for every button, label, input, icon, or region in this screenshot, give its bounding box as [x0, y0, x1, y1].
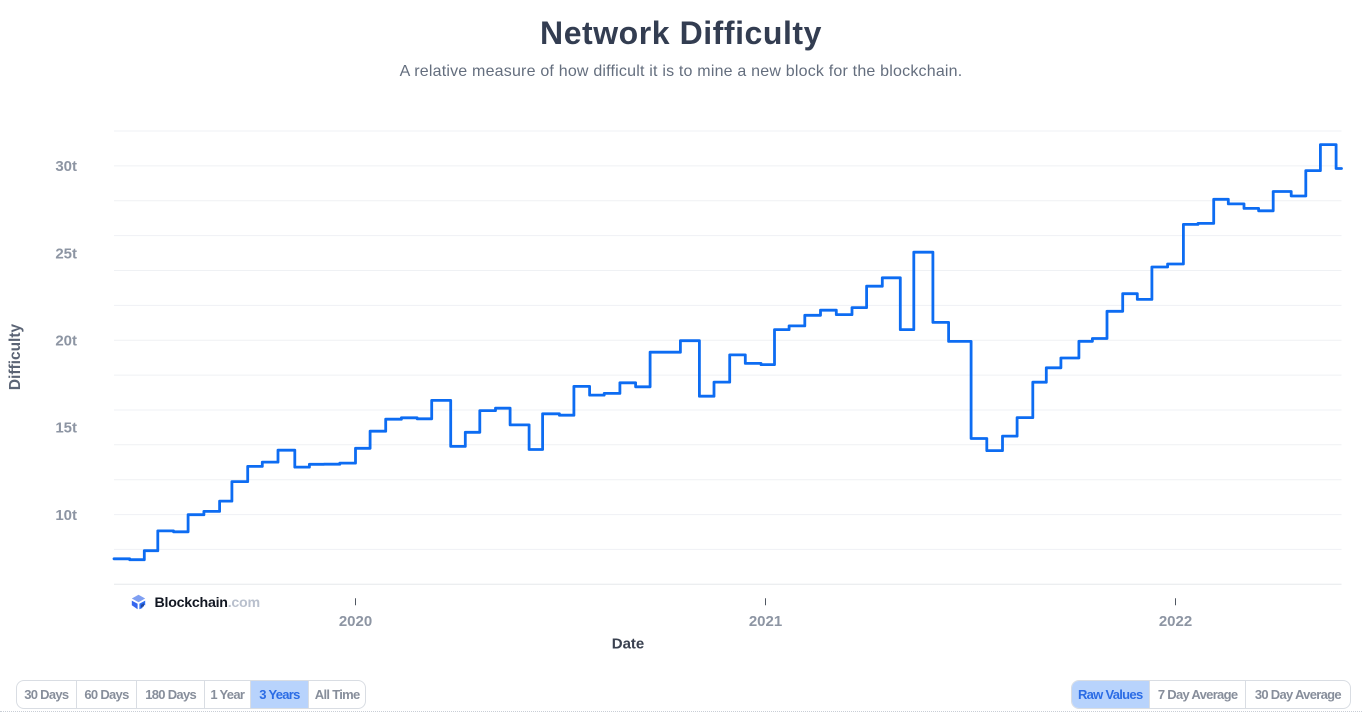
svg-text:Difficulty: Difficulty	[7, 323, 24, 390]
svg-text:2021: 2021	[749, 613, 782, 630]
svg-text:Blockchain.com: Blockchain.com	[155, 595, 260, 611]
svg-text:30t: 30t	[55, 158, 77, 175]
svg-text:25t: 25t	[55, 245, 77, 262]
svg-text:20t: 20t	[55, 333, 77, 350]
svg-text:15t: 15t	[55, 420, 77, 437]
svg-text:10t: 10t	[55, 507, 77, 524]
svg-text:Date: Date	[612, 636, 645, 653]
svg-text:2020: 2020	[339, 613, 372, 630]
svg-text:2022: 2022	[1159, 613, 1192, 630]
